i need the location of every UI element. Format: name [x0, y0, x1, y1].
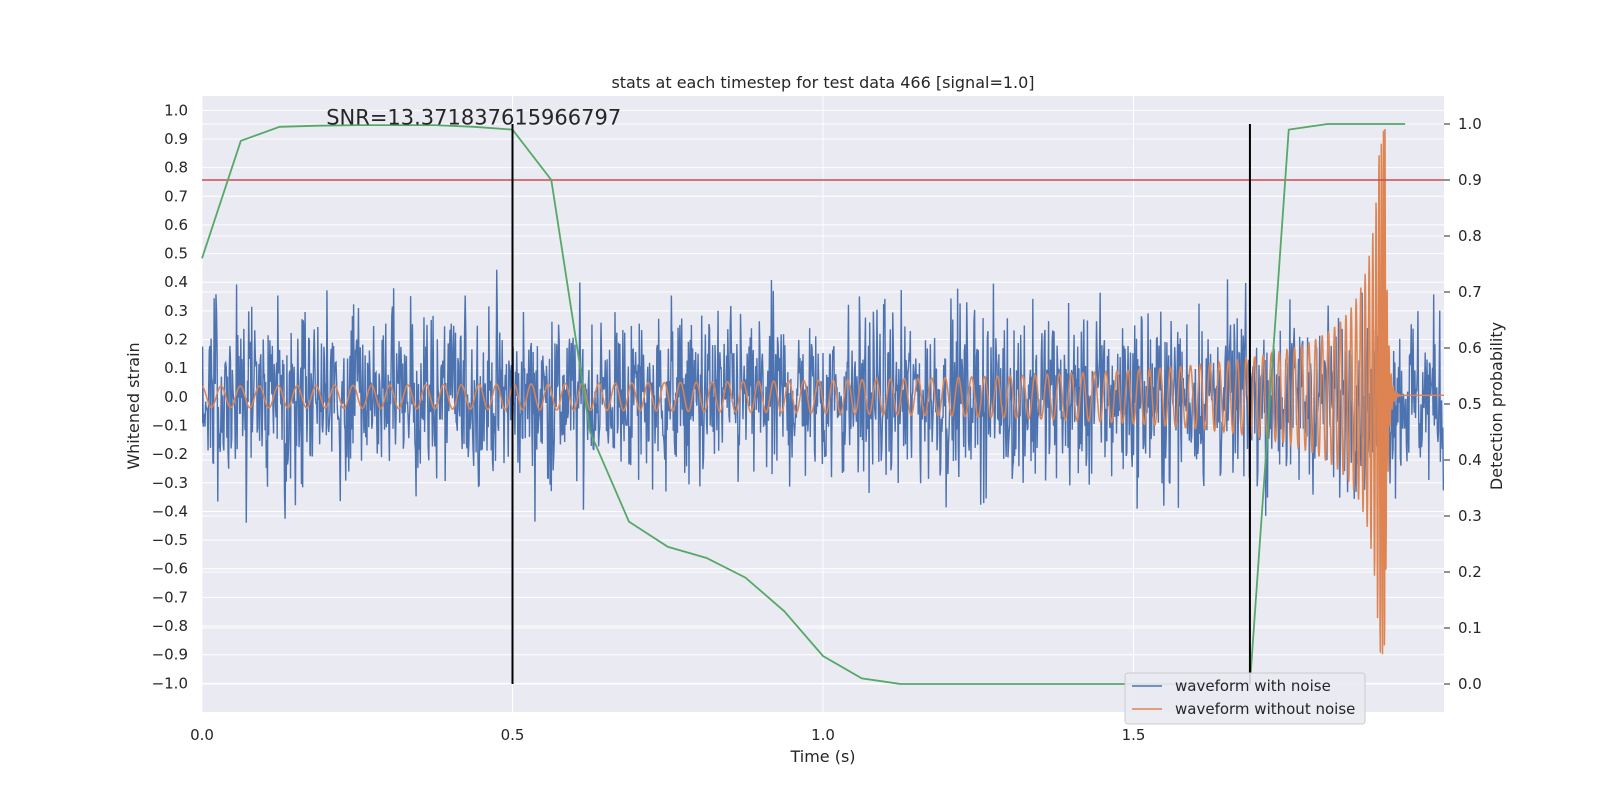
y-axis-ticks: 1.0 0.9 0.8 0.7 0.6 0.5 0.4 0.3 0.2 0.1 0.0 −0.1 −0.…	[152, 101, 188, 692]
y-tick-label: 0.0	[164, 388, 188, 406]
y-tick-label: −0.6	[152, 560, 188, 578]
y2-tick-label: 1.0	[1458, 115, 1482, 133]
legend: waveform with noise waveform without noi…	[1124, 672, 1366, 725]
y-tick-label: −0.8	[152, 617, 188, 635]
y-axis-label: Whitened strain	[124, 342, 143, 469]
y2-tick-label: 0.6	[1458, 339, 1482, 357]
y-tick-label: −0.2	[152, 445, 188, 463]
y-tick-label: 0.2	[164, 331, 188, 349]
legend-label-clean: waveform without noise	[1175, 700, 1355, 718]
y-tick-label: −0.9	[152, 646, 188, 664]
legend-label-noise: waveform with noise	[1175, 677, 1331, 695]
y-tick-label: 0.1	[164, 359, 188, 377]
y-tick-label: −0.4	[152, 502, 188, 520]
series-layer	[202, 128, 1444, 655]
snr-annotation: SNR=13.371837615966797	[326, 106, 621, 130]
y2-axis-ticks: 1.0 0.9 0.8 0.7 0.6 0.5 0.4 0.3 0.2 0.1 0.0	[1444, 115, 1482, 693]
y2-tick-label: 0.8	[1458, 227, 1482, 245]
x-axis-label: Time (s)	[789, 747, 855, 766]
chart-title: stats at each timestep for test data 466…	[611, 73, 1034, 92]
y2-axis-label: Detection probability	[1487, 322, 1506, 490]
y-tick-label: 0.7	[164, 187, 188, 205]
y2-tick-label: 0.1	[1458, 619, 1482, 637]
y-tick-label: −0.3	[152, 474, 188, 492]
y-tick-label: −0.7	[152, 588, 188, 606]
y-tick-label: −0.1	[152, 416, 188, 434]
series-line-waveform-without-noise	[202, 128, 1444, 655]
x-tick-label: 0.5	[501, 726, 525, 744]
x-tick-label: 0.0	[190, 726, 214, 744]
y2-tick-label: 0.0	[1458, 675, 1482, 693]
y-tick-label: −1.0	[152, 674, 188, 692]
x-tick-label: 1.5	[1122, 726, 1146, 744]
y2-tick-label: 0.4	[1458, 451, 1482, 469]
y2-tick-label: 0.2	[1458, 563, 1482, 581]
plot-area	[201, 96, 1444, 712]
x-tick-label: 1.0	[811, 726, 835, 744]
y-tick-label: 0.3	[164, 302, 188, 320]
y-tick-label: 0.9	[164, 130, 188, 148]
series-line-waveform-with-noise	[202, 269, 1444, 523]
legend-box	[1124, 672, 1366, 725]
y-tick-label: 1.0	[164, 101, 188, 119]
y-tick-label: 0.6	[164, 216, 188, 234]
y-tick-label: −0.5	[152, 531, 188, 549]
y-tick-label: 0.4	[164, 273, 188, 291]
y2-tick-label: 0.7	[1458, 283, 1482, 301]
y-tick-label: 0.5	[164, 245, 188, 263]
x-axis-ticks: 0.0 0.5 1.0 1.5	[190, 726, 1145, 744]
y2-tick-label: 0.9	[1458, 171, 1482, 189]
y2-tick-label: 0.3	[1458, 507, 1482, 525]
y2-tick-label: 0.5	[1458, 395, 1482, 413]
y-tick-label: 0.8	[164, 159, 188, 177]
